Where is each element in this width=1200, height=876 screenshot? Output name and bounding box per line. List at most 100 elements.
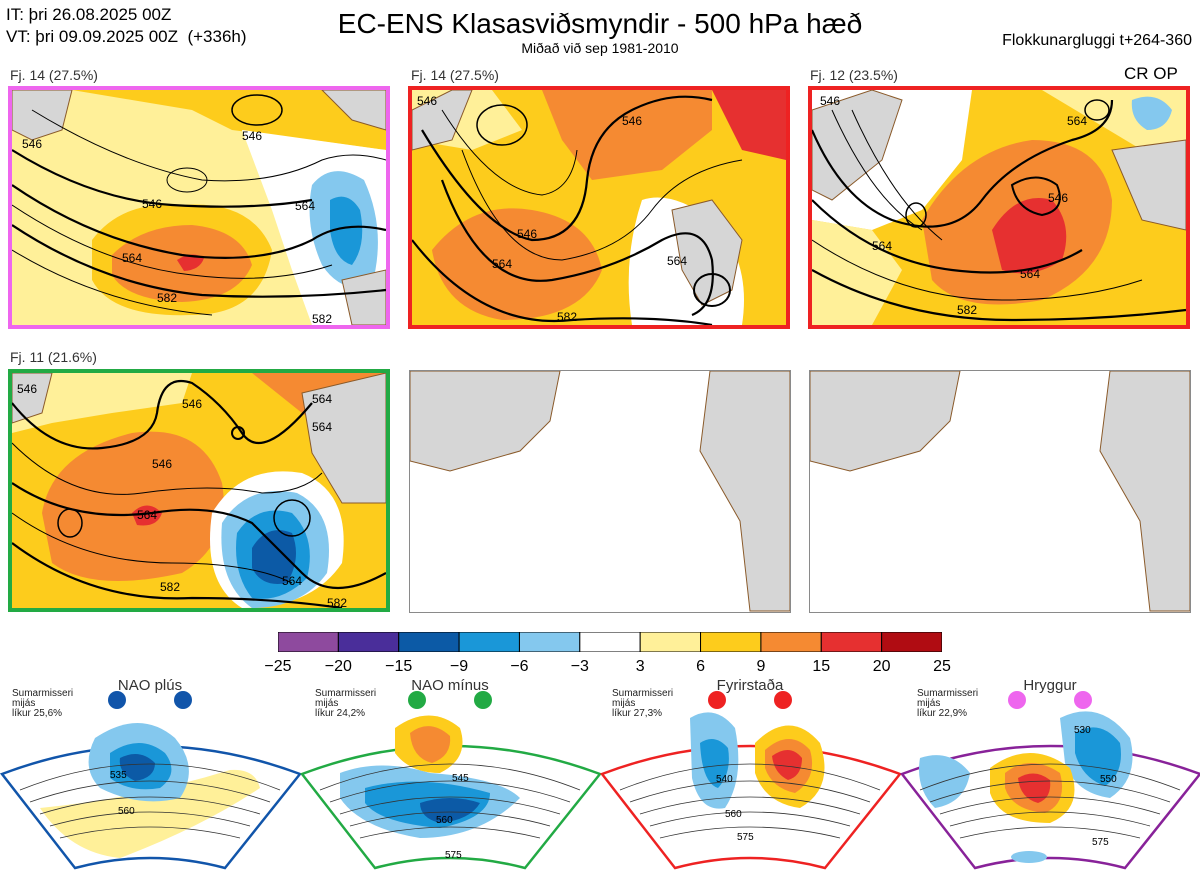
- contour-564: [812, 199, 1083, 274]
- colorbar-tick-label: −9: [450, 658, 468, 675]
- cluster-2-label: Fj. 14 (27.5%): [411, 67, 499, 83]
- anomaly-negative: [1075, 727, 1121, 786]
- regime-contour: [649, 811, 851, 827]
- page-subtitle: Miðað við sep 1981-2010: [521, 40, 679, 56]
- regime-contour: [329, 780, 571, 803]
- contour-582: [812, 269, 1186, 322]
- contour-closed: [231, 426, 245, 440]
- anomaly-positive-9: [432, 208, 602, 320]
- regime-marker: [774, 691, 792, 709]
- regime-contour-label: 560: [725, 809, 742, 820]
- contour-label: 582: [327, 596, 347, 608]
- contour-label: 564: [492, 257, 512, 271]
- colorbar-tick-label: −20: [325, 658, 352, 675]
- contour-label: 564: [122, 251, 142, 265]
- regime-contour: [339, 796, 561, 815]
- colorbar-swatch: [700, 631, 762, 653]
- scandinavia-landmass: [1111, 139, 1186, 231]
- anomaly-negative-15: [252, 530, 296, 584]
- contour-closed: [273, 499, 311, 537]
- cluster-4-label: Fj. 11 (21.6%): [10, 349, 97, 365]
- colorbar-tick-label: 25: [933, 658, 951, 675]
- regime-marker: [1008, 691, 1026, 709]
- cluster-map-2: 546 546 564 582 564 546: [408, 86, 790, 329]
- regime-marker: [708, 691, 726, 709]
- colorbar-swatch: [277, 631, 339, 653]
- contour-label: 582: [312, 312, 332, 325]
- anomaly-negative: [119, 754, 155, 781]
- colorbar-tick-label: 15: [812, 658, 830, 675]
- regime-contour: [629, 780, 871, 803]
- anomaly-positive-15: [177, 254, 204, 271]
- colorbar-tick-label: 3: [636, 658, 645, 675]
- regime-contour: [29, 780, 271, 803]
- greenland-landmass: [12, 373, 53, 424]
- contour-label: 564: [872, 239, 892, 253]
- contour-546: [812, 99, 1114, 228]
- contour-thin: [12, 249, 213, 316]
- colorbar-tick-label: 20: [873, 658, 891, 675]
- contour-label: 564: [1067, 114, 1087, 128]
- colorbar-swatch: [579, 631, 641, 653]
- regime-contour: [49, 811, 251, 827]
- contour-thin: [166, 167, 208, 193]
- regime-probability: líkur 27,3%: [612, 708, 662, 719]
- greenland-landmass: [412, 90, 473, 151]
- contour-label: 582: [557, 310, 577, 324]
- colorbar-tick-label: 6: [696, 658, 705, 675]
- contour-label: 564: [312, 392, 332, 406]
- colorbar-tick-label: −3: [571, 658, 589, 675]
- contour-label: 582: [957, 303, 977, 317]
- cluster-1-label: Fj. 14 (27.5%): [10, 67, 98, 83]
- cluster-map-3: 546 564 546 564 582 582 564: [808, 86, 1190, 329]
- contour-label: 546: [152, 457, 172, 471]
- contour-label: 546: [517, 227, 537, 241]
- colorbar-swatch: [820, 631, 883, 653]
- regime-name: NAO mínus: [411, 678, 489, 694]
- contour-thin: [12, 512, 293, 584]
- contour-label: 546: [142, 197, 162, 211]
- contour-thin: [31, 109, 386, 182]
- colorbar-tick-label: −15: [385, 658, 412, 675]
- regime-nao-minus: NAO mínus Sumarmisseri mijás líkur 24,2%…: [299, 677, 603, 870]
- regime-contour: [619, 763, 881, 791]
- contour-label: 582: [160, 580, 180, 594]
- europe-landmass: [341, 269, 386, 325]
- contour-label: 564: [312, 420, 332, 434]
- regime-contour: [949, 811, 1151, 827]
- contour-546: [421, 95, 713, 242]
- contour-582: [12, 224, 386, 298]
- empty-map-5: [409, 370, 791, 613]
- contour-closed: [1084, 99, 1110, 121]
- contour-564: [12, 184, 386, 259]
- anomaly-positive-9: [42, 431, 224, 581]
- colorbar-swatch: [639, 631, 702, 653]
- anomaly-positive: [40, 769, 260, 858]
- contour-label: 546: [22, 137, 42, 151]
- weather-regimes: NAO plús Sumarmisseri mijás líkur 25,6% …: [0, 677, 1200, 871]
- europe-landmass: [1099, 371, 1190, 612]
- anomaly-positive-6: [72, 90, 386, 150]
- scandinavia-landmass: [301, 373, 386, 504]
- regime-marker: [474, 691, 492, 709]
- scandinavia-landmass: [321, 90, 386, 131]
- contour-582: [12, 542, 343, 608]
- regime-probability: líkur 24,2%: [315, 708, 365, 719]
- contour-thin: [441, 109, 578, 196]
- regime-contour: [939, 796, 1161, 815]
- contour-label: 546: [820, 94, 840, 108]
- contour-label: 546: [1048, 191, 1068, 205]
- regime-name: Fyrirstaða: [717, 678, 784, 694]
- colorbar-swatch: [518, 631, 581, 653]
- regime-contour: [319, 763, 581, 791]
- regime-marker: [408, 691, 426, 709]
- regime-season: Sumarmisseri: [12, 688, 73, 699]
- regime-probability: líkur 25,6%: [12, 708, 62, 719]
- regime-contour: [919, 763, 1181, 791]
- regime-contour: [39, 796, 261, 815]
- regime-contour: [19, 763, 281, 791]
- regime-marker: [1074, 691, 1092, 709]
- colorbar-swatch: [760, 631, 822, 653]
- colorbar-ticks: −25 −20 −15 −9 −6 −3 3 6 9 15 20 25: [258, 654, 964, 676]
- contour-label: 582: [157, 291, 177, 305]
